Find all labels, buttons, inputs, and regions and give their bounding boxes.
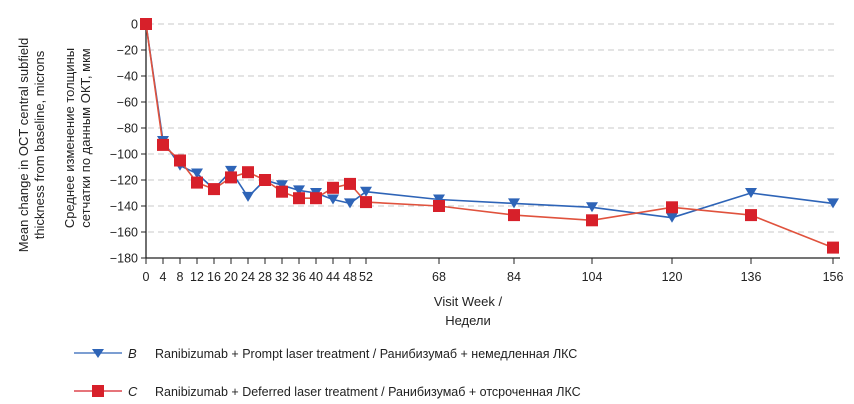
square-icon: [92, 385, 104, 397]
data-point-b: [276, 180, 288, 191]
y-tick-label: −60: [117, 96, 138, 110]
gridlines: [148, 23, 835, 233]
x-axis: 0 4 8 12 16 20 24 28 32 36 40 44 48 52 68 84 104 120 136 15…: [143, 257, 844, 284]
data-point-b: [433, 194, 445, 205]
series-b: [145, 23, 834, 219]
data-point-c: [140, 18, 152, 30]
y-axis: 0 −20 −40 −60 −80 −100 −120 −140 −160 −180: [110, 18, 147, 266]
y-tick-label: −180: [110, 252, 138, 266]
x-tick-label: 4: [160, 270, 167, 284]
x-tick-label: 52: [359, 270, 373, 284]
y-axis-title-line-1: Mean change in OCT central subfield: [16, 38, 31, 252]
legend-key-c: C: [128, 384, 138, 399]
x-tick-label: 32: [275, 270, 289, 284]
y-axis-title-line-3: Среднее изменение толщины: [62, 48, 77, 228]
data-point-c: [225, 171, 237, 184]
data-point-b: [360, 186, 372, 197]
data-point-c: [157, 138, 169, 151]
y-axis-title-line-4: сетчатки по данным ОКТ, мкм: [78, 48, 93, 227]
data-point-c: [208, 183, 220, 196]
data-point-b: [827, 198, 839, 209]
y-tick-label: 0: [131, 18, 138, 32]
data-point-c: [586, 214, 598, 227]
x-tick-label: 12: [190, 270, 204, 284]
series-layer: [140, 18, 839, 254]
y-tick-label: −40: [117, 70, 138, 84]
data-point-c: [360, 196, 372, 209]
y-tick-label: −20: [117, 44, 138, 58]
data-point-c: [745, 209, 757, 222]
data-point-b: [242, 191, 254, 202]
markers-c: [140, 18, 839, 254]
x-axis-title-line-2: Недели: [445, 313, 491, 328]
x-tick-label: 120: [662, 270, 683, 284]
legend-label-c: Ranibizumab + Deferred laser treatment /…: [155, 385, 581, 399]
data-point-c: [310, 192, 322, 205]
data-point-c: [666, 201, 678, 214]
x-tick-label: 68: [432, 270, 446, 284]
x-tick-label: 36: [292, 270, 306, 284]
legend: B Ranibizumab + Prompt laser treatment /…: [74, 346, 581, 399]
data-point-c: [242, 166, 254, 179]
data-point-b: [225, 165, 237, 176]
data-point-b: [293, 185, 305, 196]
x-tick-label: 40: [309, 270, 323, 284]
legend-item-b: B Ranibizumab + Prompt laser treatment /…: [74, 346, 577, 361]
data-point-b: [745, 188, 757, 198]
legend-key-b: B: [128, 346, 137, 361]
x-tick-label: 16: [207, 270, 221, 284]
data-point-c: [259, 174, 271, 186]
legend-label-b: Ranibizumab + Prompt laser treatment / Р…: [155, 347, 577, 361]
data-point-c: [327, 181, 339, 194]
data-point-b: [508, 198, 520, 209]
x-tick-label: 8: [177, 270, 184, 284]
y-axis-title: Mean change in OCT central subfield thic…: [16, 38, 93, 252]
data-point-b: [586, 202, 598, 213]
data-point-c: [344, 177, 356, 190]
y-tick-label: −160: [110, 226, 138, 240]
data-point-c: [293, 192, 305, 205]
x-tick-label: 84: [507, 270, 521, 284]
data-point-b: [666, 212, 678, 223]
data-point-c: [508, 209, 520, 222]
data-point-c: [827, 241, 839, 254]
data-point-c: [276, 185, 288, 198]
data-point-b: [327, 194, 339, 205]
x-axis-title: Visit Week / Недели: [434, 294, 503, 328]
x-tick-label: 104: [582, 270, 603, 284]
series-line-b: [145, 23, 834, 219]
data-point-c: [191, 176, 203, 189]
x-tick-label: 44: [326, 270, 340, 284]
x-axis-title-line-1: Visit Week /: [434, 294, 503, 309]
x-tick-label: 28: [258, 270, 272, 284]
triangle-down-icon: [92, 349, 104, 358]
x-tick-label: 48: [343, 270, 357, 284]
legend-item-c: C Ranibizumab + Deferred laser treatment…: [74, 384, 581, 399]
y-tick-label: −100: [110, 148, 138, 162]
y-tick-label: −140: [110, 200, 138, 214]
y-tick-label: −80: [117, 122, 138, 136]
x-tick-label: 136: [741, 270, 762, 284]
y-axis-title-line-2: thickness from baseline, microns: [32, 50, 47, 239]
y-tick-label: −120: [110, 174, 138, 188]
x-tick-label: 20: [224, 270, 238, 284]
series-line-c: [145, 23, 834, 249]
data-point-c: [174, 154, 186, 167]
x-tick-label: 0: [143, 270, 150, 284]
data-point-c: [433, 200, 445, 212]
x-tick-label: 156: [823, 270, 844, 284]
x-tick-label: 24: [241, 270, 255, 284]
data-point-b: [344, 198, 356, 209]
data-point-b: [191, 168, 203, 179]
series-c: [145, 23, 834, 249]
